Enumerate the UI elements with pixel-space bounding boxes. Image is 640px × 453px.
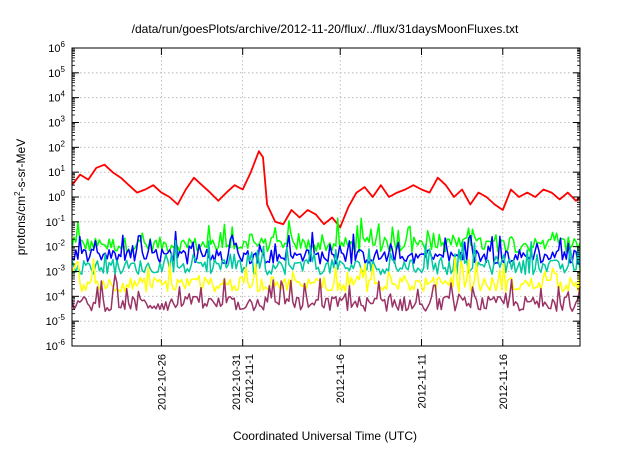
y-tick-base: 10 bbox=[46, 341, 58, 353]
y-tick-base: 10 bbox=[46, 217, 58, 229]
series-line-4 bbox=[71, 240, 581, 276]
data-series bbox=[71, 150, 581, 312]
y-tick-exponent: -5 bbox=[58, 313, 66, 322]
y-tick-base: 10 bbox=[46, 291, 58, 303]
y-tick-base: 10 bbox=[48, 192, 60, 204]
y-tick-label: 100 bbox=[48, 189, 65, 204]
y-tick-label: 10-6 bbox=[46, 338, 66, 353]
y-tick-exponent: 2 bbox=[61, 139, 66, 148]
x-tick-label: 2012-11-1 bbox=[244, 354, 256, 403]
y-tick-exponent: -3 bbox=[58, 264, 66, 273]
x-tick-label: 2012-11-16 bbox=[498, 354, 510, 409]
y-tick-exponent: -1 bbox=[58, 214, 66, 223]
y-tick-exponent: 1 bbox=[61, 164, 66, 173]
y-tick-base: 10 bbox=[48, 142, 60, 154]
series-line-3 bbox=[71, 230, 581, 265]
x-tick-label: 2012-11-6 bbox=[335, 354, 347, 403]
y-tick-label: 104 bbox=[48, 90, 65, 105]
y-tick-base: 10 bbox=[48, 118, 60, 130]
x-axis-label: Coordinated Universal Time (UTC) bbox=[233, 429, 417, 443]
y-tick-base: 10 bbox=[48, 167, 60, 179]
y-axis-label: protons/cm2-s-sr-MeV bbox=[13, 139, 28, 255]
x-tick-label: 2012-10-31 bbox=[231, 354, 243, 410]
series-line-5 bbox=[71, 256, 581, 293]
y-tick-label: 10-2 bbox=[46, 239, 66, 254]
x-tick-label: 2012-10-26 bbox=[156, 354, 168, 410]
y-tick-label: 102 bbox=[48, 139, 65, 154]
y-tick-label: 10-5 bbox=[46, 313, 66, 328]
y-tick-base: 10 bbox=[46, 316, 58, 328]
axis-ticks: 10-610-510-410-310-210-11001011021031041… bbox=[46, 40, 580, 410]
chart-title: /data/run/goesPlots/archive/2012-11-20/f… bbox=[132, 22, 519, 36]
series-line-6 bbox=[71, 274, 581, 312]
y-tick-label: 10-1 bbox=[46, 214, 66, 229]
y-axis-label-prefix: protons/cm bbox=[14, 196, 28, 255]
y-tick-base: 10 bbox=[46, 267, 58, 279]
y-tick-base: 10 bbox=[48, 68, 60, 80]
y-tick-exponent: 6 bbox=[61, 40, 66, 49]
y-tick-label: 106 bbox=[48, 40, 65, 55]
y-tick-exponent: 0 bbox=[61, 189, 66, 198]
y-tick-label: 10-4 bbox=[46, 288, 66, 303]
y-tick-base: 10 bbox=[46, 242, 58, 254]
y-tick-label: 105 bbox=[48, 65, 65, 80]
y-tick-label: 10-3 bbox=[46, 264, 66, 279]
y-tick-base: 10 bbox=[48, 93, 60, 105]
y-tick-exponent: -6 bbox=[58, 338, 66, 347]
y-axis-label-sup: 2 bbox=[13, 191, 22, 196]
y-tick-exponent: 4 bbox=[61, 90, 66, 99]
series-line-1 bbox=[71, 150, 581, 229]
y-tick-exponent: 3 bbox=[61, 115, 66, 124]
y-tick-exponent: -4 bbox=[58, 288, 66, 297]
y-tick-exponent: -2 bbox=[58, 239, 66, 248]
x-tick-label: 2012-11-11 bbox=[417, 354, 429, 409]
y-axis-label-suffix: -s-sr-MeV bbox=[14, 139, 28, 192]
series-line-2 bbox=[71, 217, 581, 253]
y-tick-label: 103 bbox=[48, 115, 65, 130]
y-tick-label: 101 bbox=[48, 164, 65, 179]
y-tick-base: 10 bbox=[48, 43, 60, 55]
y-tick-exponent: 5 bbox=[61, 65, 66, 74]
